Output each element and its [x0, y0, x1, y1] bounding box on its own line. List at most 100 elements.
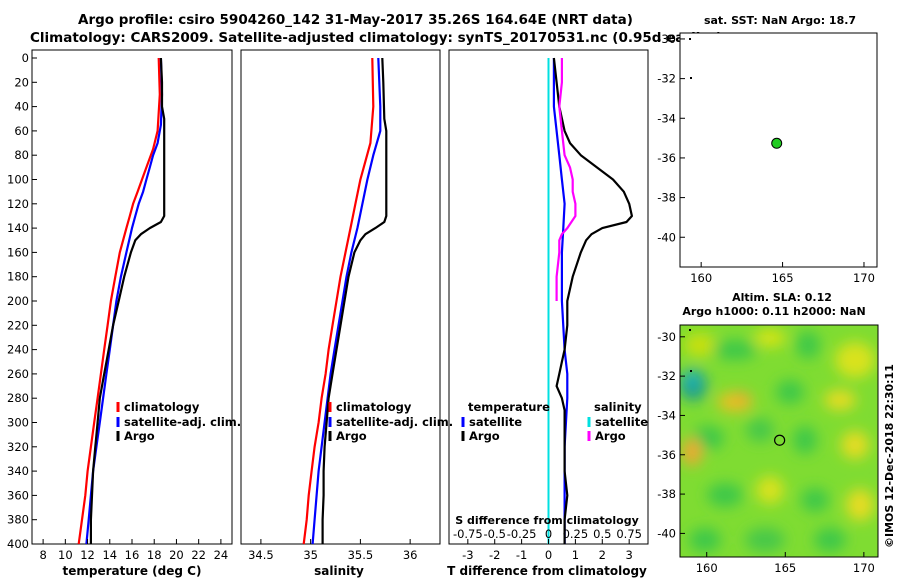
x-tick-label: 35.5 [348, 548, 374, 562]
map-x-tick-label: 170 [853, 561, 875, 575]
s-difference-label: S difference from climatology [455, 514, 639, 527]
sla-map-frame [679, 324, 879, 558]
series-argo [321, 57, 388, 544]
y-tick-label: 400 [7, 537, 29, 551]
x-tick-label: 1 [572, 548, 579, 562]
y-tick-label: 180 [7, 270, 29, 284]
x-tick-label: 35 [303, 548, 318, 562]
map-y-tick-label: -38 [657, 487, 676, 501]
difference-panel: -3 -2 -1 0 1 2 3 -0.75 -0.5 -0.25 0 0.25 0.5 0.75 S … [447, 49, 649, 578]
y-tick-label: 220 [7, 318, 29, 332]
map-y-tick-label: -34 [657, 111, 676, 125]
x-tick-label: 22 [191, 548, 206, 562]
map-x-tick-label: 165 [774, 561, 796, 575]
s-tick-label: 0.25 [563, 527, 589, 541]
sst-map-panel: sat. SST: NaN Argo: 18.7 160 165 170 -30 -32… [657, 14, 878, 285]
series-satellite-adj-clim- [85, 57, 164, 545]
sst-map-title: sat. SST: NaN Argo: 18.7 [704, 14, 856, 27]
sst-coast-fragment [690, 77, 692, 79]
map-y-tick-label: -38 [657, 191, 676, 205]
series-t-argo [552, 57, 634, 544]
s-tick-label: -0.75 [453, 527, 483, 541]
x-tick-label: 10 [58, 548, 73, 562]
y-tick-label: 360 [7, 488, 29, 502]
y-tick-label: 120 [7, 197, 29, 211]
y-tick-label: 0 [22, 51, 29, 65]
temperature-plot-frame [31, 49, 233, 545]
sla-coast-fragment [690, 370, 692, 372]
title-line-1: Argo profile: csiro 5904260_142 31-May-2… [78, 12, 633, 28]
sla-heatmap [680, 325, 878, 557]
x-tick-label: -3 [462, 548, 473, 562]
y-tick-label: 260 [7, 367, 29, 381]
series-argo [89, 57, 166, 544]
y-tick-label: 320 [7, 440, 29, 454]
legend-item-climatology: climatology [336, 400, 412, 414]
salinity-legend: climatology satellite-adj. clim. Argo [328, 400, 453, 443]
map-y-tick-label: -36 [657, 151, 676, 165]
sst-coast-fragment [689, 38, 691, 40]
series-climatology [77, 57, 161, 545]
legend-item-argo: Argo [336, 429, 367, 443]
s-tick-label: -0.5 [483, 527, 505, 541]
x-tick-label: 34.5 [248, 548, 274, 562]
x-tick-label: 0 [545, 548, 552, 562]
y-tick-label: 20 [14, 75, 29, 89]
temperature-xlabel: temperature (deg C) [63, 564, 202, 578]
y-tick-label: 300 [7, 416, 29, 430]
y-tick-label: 380 [7, 513, 29, 527]
series-satellite-adj-clim- [311, 57, 382, 545]
t-difference-xlabel: T difference from climatology [447, 564, 647, 578]
s-tick-label: 0 [545, 527, 552, 541]
y-tick-label: 140 [7, 221, 29, 235]
map-x-tick-label: 165 [772, 271, 794, 285]
map-y-tick-label: -32 [657, 369, 676, 383]
salinity-xlabel: salinity [314, 564, 364, 578]
argo-float-marker [774, 434, 786, 446]
salinity-panel: 34.5 35 35.5 36 salinity climatology satell… [240, 49, 453, 578]
legend-item-argo: Argo [124, 429, 155, 443]
sla-map-subtitle: Argo h1000: 0.11 h2000: NaN [682, 305, 865, 318]
map-y-tick-label: -30 [657, 32, 676, 46]
legend-item-satellite: satellite-adj. clim. [124, 415, 241, 429]
x-tick-label: 8 [39, 548, 46, 562]
x-tick-label: 12 [80, 548, 95, 562]
legend-item-s-satellite: satellite [595, 415, 648, 429]
difference-legend-temperature: temperature satellite Argo [461, 400, 550, 443]
x-tick-label: 18 [147, 548, 162, 562]
y-tick-label: 160 [7, 245, 29, 259]
map-x-tick-label: 160 [696, 561, 718, 575]
sla-map-title: Altim. SLA: 0.12 [732, 291, 832, 304]
map-y-tick-label: -36 [657, 448, 676, 462]
x-tick-label: -1 [516, 548, 527, 562]
temperature-legend: climatology satellite-adj. clim. Argo [116, 400, 241, 443]
series-climatology [302, 57, 375, 545]
y-tick-label: 240 [7, 343, 29, 357]
x-tick-label: 14 [102, 548, 117, 562]
y-tick-label: 80 [14, 148, 29, 162]
y-tick-label: 40 [14, 100, 29, 114]
y-tick-label: 200 [7, 294, 29, 308]
map-y-tick-label: -34 [657, 408, 676, 422]
x-tick-label: -2 [489, 548, 500, 562]
x-tick-label: 36 [403, 548, 418, 562]
legend-item-climatology: climatology [124, 400, 200, 414]
x-tick-label: 16 [125, 548, 140, 562]
s-tick-label: 0.5 [593, 527, 611, 541]
series-s-argo [555, 58, 577, 301]
argo-float-marker [771, 137, 783, 149]
sst-map-frame [679, 32, 878, 268]
map-x-tick-label: 160 [690, 271, 712, 285]
sla-map-panel: Altim. SLA: 0.12 Argo h1000: 0.11 h2000:… [657, 291, 879, 575]
y-tick-label: 100 [7, 173, 29, 187]
s-tick-label: -0.25 [507, 527, 537, 541]
y-tick-label: 60 [14, 124, 29, 138]
legend-item-satellite: satellite-adj. clim. [336, 415, 453, 429]
map-y-tick-label: -32 [657, 72, 676, 86]
salinity-plot-frame [240, 49, 441, 545]
x-tick-label: 2 [599, 548, 606, 562]
imos-credit: ©IMOS 12-Dec-2018 22:30:11 [883, 364, 896, 548]
map-y-tick-label: -40 [657, 230, 676, 244]
y-tick-label: 280 [7, 391, 29, 405]
